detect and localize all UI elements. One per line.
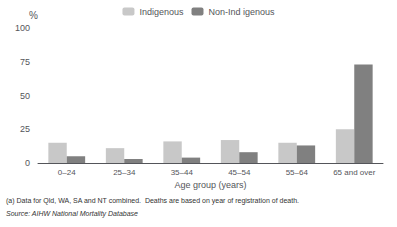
svg-text:35–44: 35–44 — [171, 168, 194, 177]
svg-text:Non-Ind igenous: Non-Ind igenous — [208, 7, 275, 17]
svg-text:Source: AIHW National Mortalit: Source: AIHW National Mortality Database — [6, 210, 138, 218]
svg-text:0–24: 0–24 — [58, 168, 76, 177]
svg-text:25: 25 — [20, 124, 30, 134]
svg-text:65 and over: 65 and over — [333, 168, 376, 177]
svg-text:25–34: 25–34 — [113, 168, 136, 177]
svg-text:50: 50 — [20, 91, 30, 101]
svg-text:%: % — [29, 10, 38, 21]
svg-text:100: 100 — [15, 23, 30, 33]
svg-text:Indigenous: Indigenous — [139, 7, 184, 17]
svg-text:(a) Data for Qld, WA, SA and N: (a) Data for Qld, WA, SA and NT combined… — [6, 197, 299, 205]
svg-text:0: 0 — [25, 158, 30, 168]
svg-text:55–64: 55–64 — [286, 168, 309, 177]
svg-text:Age group (years): Age group (years) — [174, 180, 246, 190]
svg-text:75: 75 — [20, 57, 30, 67]
svg-text:45–54: 45–54 — [228, 168, 251, 177]
